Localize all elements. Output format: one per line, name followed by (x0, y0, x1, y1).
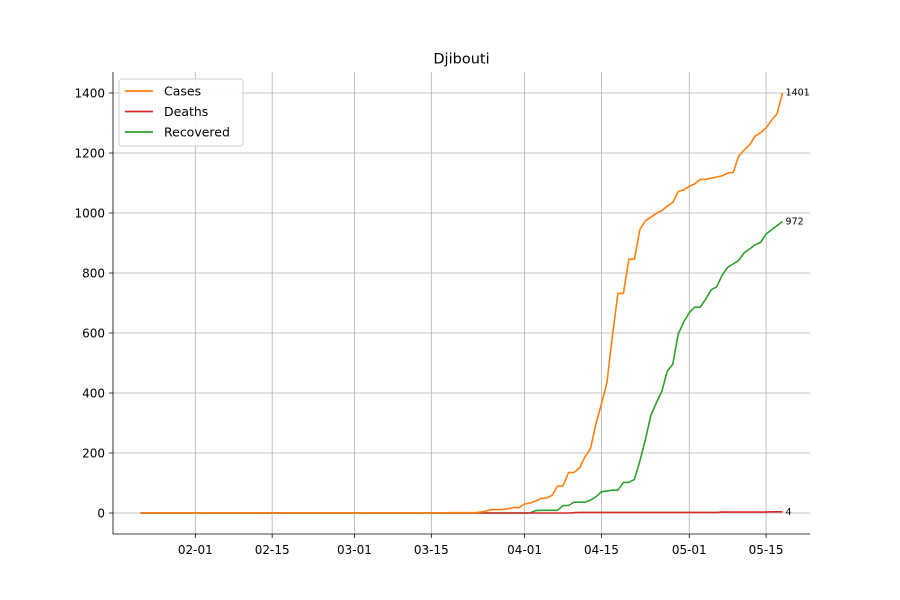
legend-box (118, 78, 244, 147)
chart-title: Djibouti (433, 52, 489, 68)
y-tick-label: 200 (82, 447, 105, 461)
series-line-recovered (140, 220, 784, 514)
legend-label-deaths: Deaths (164, 104, 208, 119)
axes (112, 72, 810, 535)
x-tick-label: 04-01 (507, 543, 542, 557)
end-labels: 1401 4 972 (786, 88, 810, 518)
x-tick-label: 05-01 (672, 543, 707, 557)
end-label-deaths: 4 (786, 507, 792, 518)
y-tick-label: 1400 (74, 87, 105, 101)
series-line-deaths (140, 510, 783, 514)
x-tick-label: 03-01 (337, 543, 372, 557)
x-tick-label: 04-15 (584, 543, 619, 557)
legend-label-recovered: Recovered (164, 125, 230, 140)
legend-label-cases: Cases (164, 84, 201, 99)
end-label-recovered: 972 (786, 216, 804, 227)
x-tick-label: 05-15 (749, 543, 784, 557)
series-line-cases (140, 92, 784, 514)
y-tick-label: 1200 (74, 147, 105, 161)
y-tick-label: 400 (82, 387, 105, 401)
y-tick-label: 800 (82, 267, 105, 281)
y-tick-label: 600 (82, 327, 105, 341)
x-tick-label: 02-01 (178, 543, 213, 557)
y-tick-label: 0 (97, 507, 105, 521)
y-tick-label: 1000 (74, 207, 105, 221)
ticks: 02-01 02-15 03-01 03-15 04-01 04-15 05-01 05-15… (74, 87, 783, 558)
legend: Cases Deaths Recovered (118, 78, 244, 147)
x-tick-label: 03-15 (414, 543, 449, 557)
series-lines (140, 92, 784, 514)
x-tick-label: 02-15 (255, 543, 290, 557)
end-label-cases: 1401 (786, 88, 810, 99)
